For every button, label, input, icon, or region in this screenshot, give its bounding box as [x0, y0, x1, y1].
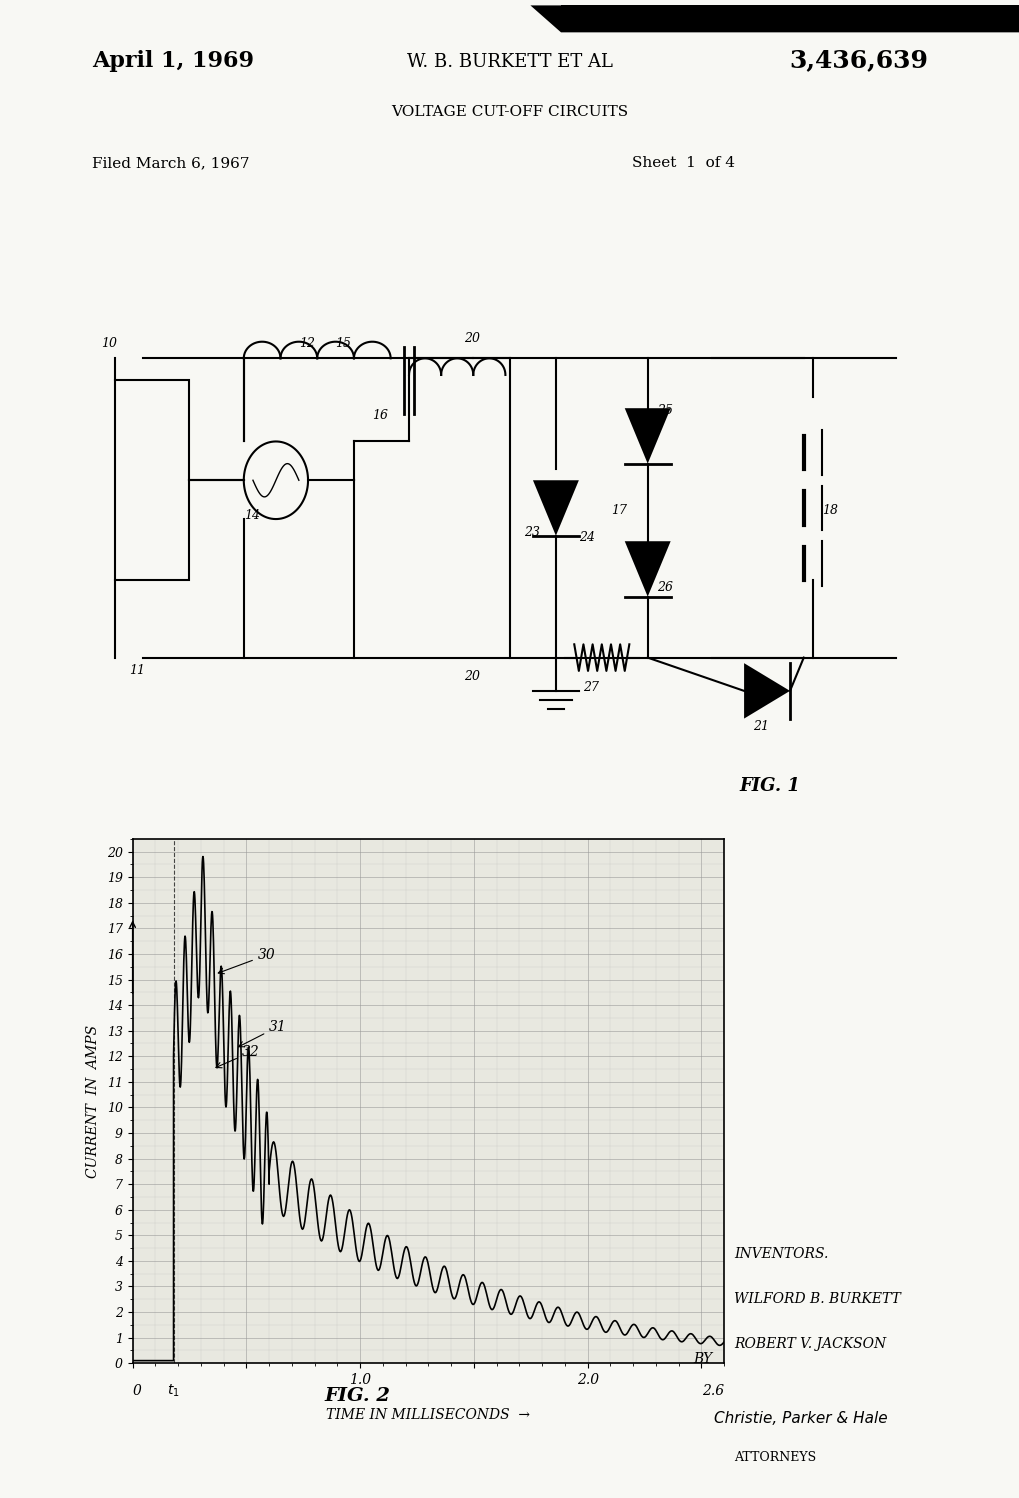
Text: 20: 20 [464, 670, 480, 683]
Text: 23: 23 [524, 526, 539, 539]
Text: $t_1$: $t_1$ [167, 1383, 179, 1399]
Text: 25: 25 [656, 404, 673, 416]
Text: 15: 15 [335, 337, 352, 351]
Text: 30: 30 [218, 948, 275, 974]
Text: INVENTORS.: INVENTORS. [734, 1248, 828, 1261]
Text: VOLTAGE CUT-OFF CIRCUITS: VOLTAGE CUT-OFF CIRCUITS [391, 105, 628, 118]
Bar [560, 6, 1019, 33]
Text: April 1, 1969: April 1, 1969 [92, 51, 254, 72]
Text: 12: 12 [299, 337, 315, 351]
Text: BY: BY [693, 1353, 712, 1366]
Text: 26: 26 [656, 581, 673, 595]
Y-axis label: CURRENT  IN  AMPS: CURRENT IN AMPS [86, 1025, 100, 1177]
Text: Sheet  1  of 4: Sheet 1 of 4 [632, 156, 735, 171]
Polygon shape [530, 6, 1019, 33]
Text: FIG. 2: FIG. 2 [324, 1387, 389, 1405]
Polygon shape [625, 541, 671, 596]
Text: 27: 27 [583, 682, 599, 694]
Text: FIG. 1: FIG. 1 [739, 776, 800, 794]
Text: 0: 0 [132, 1384, 142, 1398]
Polygon shape [744, 664, 790, 719]
X-axis label: TIME IN MILLISECONDS  →: TIME IN MILLISECONDS → [326, 1408, 530, 1422]
Polygon shape [625, 407, 671, 463]
Polygon shape [533, 481, 579, 536]
Text: 17: 17 [610, 503, 627, 517]
Text: 31: 31 [238, 1020, 286, 1047]
Text: ATTORNEYS: ATTORNEYS [734, 1450, 816, 1464]
Text: 24: 24 [579, 532, 594, 544]
Text: 20: 20 [464, 331, 480, 345]
Text: 10: 10 [102, 337, 117, 351]
Text: 18: 18 [821, 503, 838, 517]
Text: 21: 21 [753, 719, 768, 733]
Text: WILFORD B. BURKETT: WILFORD B. BURKETT [734, 1293, 900, 1306]
Text: Filed March 6, 1967: Filed March 6, 1967 [92, 156, 249, 171]
Text: 16: 16 [372, 409, 388, 422]
Text: 14: 14 [244, 509, 260, 523]
Text: 32: 32 [216, 1046, 259, 1068]
Bar [115, 380, 189, 580]
Text: 2.6: 2.6 [701, 1384, 723, 1398]
Text: 11: 11 [129, 664, 145, 677]
Text: W. B. BURKETT ET AL: W. B. BURKETT ET AL [407, 54, 612, 72]
Text: 3,436,639: 3,436,639 [789, 48, 927, 72]
Text: ROBERT V. JACKSON: ROBERT V. JACKSON [734, 1338, 886, 1351]
Text: Christie, Parker & Hale: Christie, Parker & Hale [713, 1411, 887, 1426]
